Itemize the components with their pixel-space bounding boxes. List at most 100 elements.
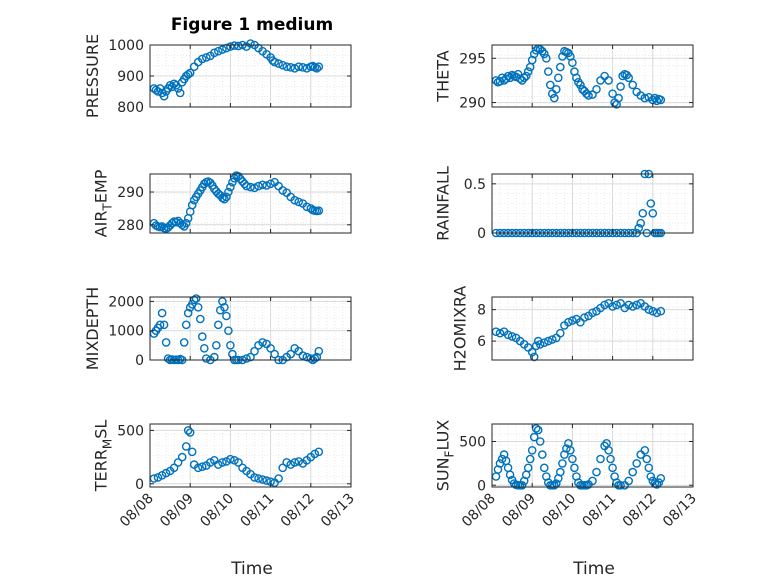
data-point	[177, 220, 187, 230]
data-point	[624, 300, 634, 310]
data-point	[616, 480, 625, 490]
data-point	[173, 458, 183, 467]
data-point	[224, 187, 233, 197]
y-tick-label: 6	[477, 334, 486, 350]
data-point	[584, 91, 593, 100]
y-tick-label: 500	[459, 435, 486, 451]
data-point	[159, 320, 169, 330]
data-point	[220, 194, 229, 204]
data-point	[544, 336, 553, 346]
data-point	[187, 447, 197, 457]
x-axis-label-right: Time	[572, 559, 615, 579]
y-axis-label: THETA	[434, 50, 453, 102]
y-axis-label: TERRMSL	[92, 420, 115, 493]
data-point	[588, 90, 597, 99]
data-point	[616, 82, 625, 91]
data-point	[638, 208, 648, 218]
y-tick-label: 1000	[108, 38, 144, 54]
data-point	[286, 63, 296, 72]
axes-box	[149, 173, 352, 234]
data-point	[250, 346, 259, 356]
data-point	[157, 308, 167, 318]
data-point	[497, 454, 507, 464]
data-point	[550, 480, 559, 490]
data-point	[197, 332, 207, 341]
data-point	[169, 463, 179, 473]
data-point	[612, 300, 621, 310]
data-point	[521, 71, 531, 81]
data-point	[529, 432, 539, 442]
data-point	[564, 317, 573, 327]
subplot-1: 800 900 1000 PRESSURE	[83, 34, 352, 118]
data-point	[266, 343, 275, 353]
data-point	[614, 93, 623, 103]
data-point	[258, 475, 267, 484]
data-point	[250, 473, 259, 482]
data-point	[209, 48, 219, 58]
data-point	[201, 354, 211, 363]
y-tick-label: 0.5	[464, 177, 486, 193]
data-point	[187, 200, 197, 210]
y-tick-label: 2000	[108, 294, 144, 310]
data-point	[181, 442, 191, 451]
data-point	[576, 80, 585, 90]
data-point	[298, 63, 308, 72]
data-point	[191, 294, 201, 303]
subplot-6: 6 8 H2OMIXRA	[451, 286, 694, 372]
data-point	[531, 341, 541, 351]
y-axis-label: H2OMIXRA	[451, 286, 470, 372]
data-point	[540, 463, 549, 473]
data-point	[290, 458, 300, 467]
data-point	[544, 67, 553, 76]
data-point	[242, 354, 251, 363]
y-axis-label: SUNFLUX	[434, 420, 457, 492]
data-point	[193, 463, 203, 473]
data-point	[503, 71, 513, 81]
data-point	[656, 306, 666, 316]
data-point	[218, 458, 227, 467]
data-point	[246, 352, 255, 362]
data-point	[527, 445, 537, 455]
data-point	[624, 476, 634, 486]
data-point	[648, 306, 658, 316]
data-point	[294, 197, 304, 207]
data-point	[570, 463, 579, 473]
data-point	[270, 349, 279, 359]
data-point	[185, 428, 195, 437]
data-point	[556, 62, 565, 72]
data-point	[209, 352, 219, 362]
axes-box	[491, 44, 694, 108]
subplot-5: 0 1000 2000 MIXDEPTH	[83, 287, 352, 370]
data-point	[505, 470, 515, 480]
data-point	[262, 476, 271, 485]
data-point	[222, 311, 231, 321]
data-point	[654, 478, 664, 487]
data-point	[642, 454, 652, 464]
data-point	[242, 181, 251, 191]
data-point	[656, 473, 666, 483]
data-point	[218, 193, 227, 203]
figure-title: Figure 1 medium	[171, 15, 333, 35]
data-point	[258, 338, 267, 347]
data-point	[556, 328, 565, 338]
data-point	[201, 53, 211, 62]
data-point	[266, 179, 275, 189]
data-point	[183, 70, 193, 79]
data-point	[608, 302, 617, 311]
y-tick-label: 800	[117, 100, 144, 116]
data-point	[175, 88, 185, 98]
data-point	[507, 332, 517, 341]
data-point	[218, 297, 227, 306]
data-point	[161, 338, 171, 347]
data-point	[646, 199, 656, 208]
data-point	[290, 64, 300, 73]
data-point	[258, 180, 267, 190]
data-point	[163, 354, 173, 363]
data-point	[193, 302, 203, 312]
axes-box	[149, 423, 352, 488]
data-point	[234, 41, 243, 51]
axes-box	[491, 423, 694, 488]
